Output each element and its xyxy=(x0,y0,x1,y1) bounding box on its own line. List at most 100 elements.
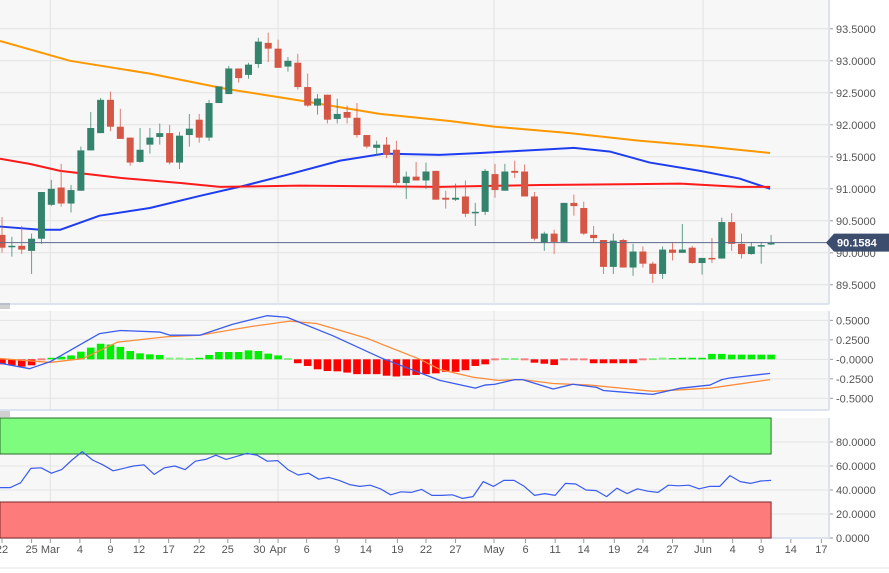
candle-body xyxy=(333,113,341,120)
candle-bullish xyxy=(747,241,755,255)
macd-histogram-bar-positive xyxy=(747,354,756,360)
x-tick-label: 4 xyxy=(730,544,736,556)
candle-bearish xyxy=(274,39,282,68)
y-tick-label: 0.2500 xyxy=(836,335,870,347)
candle-bullish xyxy=(698,257,706,275)
macd-histogram-bar-positive xyxy=(244,350,253,360)
macd-histogram-bar-positive xyxy=(116,346,125,360)
candle-body xyxy=(432,170,440,200)
candle-body xyxy=(698,257,706,264)
macd-histogram-bar-negative xyxy=(471,359,480,366)
candle-body xyxy=(314,98,322,106)
x-tick-label: 6 xyxy=(304,544,310,556)
macd-histogram-bar-positive xyxy=(668,358,677,360)
candle-bullish xyxy=(540,231,548,251)
candle-body xyxy=(294,62,302,88)
macd-histogram-bar-negative xyxy=(481,359,489,365)
macd-histogram-bar-positive xyxy=(708,353,716,360)
candle-body xyxy=(225,68,233,95)
candle-bearish xyxy=(195,113,203,143)
y-tick-label: 91.0000 xyxy=(836,184,876,196)
macd-histogram-bar-negative xyxy=(530,359,539,363)
candle-bullish xyxy=(156,123,164,145)
candle-body xyxy=(560,202,568,242)
macd-histogram-bar-negative xyxy=(313,359,322,370)
macd-histogram-bar-negative xyxy=(8,359,16,366)
candle-bullish xyxy=(205,99,213,141)
candle-body xyxy=(116,126,124,139)
candle-body xyxy=(481,170,489,212)
candle-bearish xyxy=(18,225,26,255)
y-tick-label: 92.5000 xyxy=(836,88,876,100)
candle-body xyxy=(215,86,223,104)
y-tick-label: 93.5000 xyxy=(836,24,876,36)
candle-bullish xyxy=(215,86,223,104)
macd-histogram-bar-positive xyxy=(175,357,184,360)
candle-body xyxy=(402,176,410,184)
candle-bullish xyxy=(767,234,775,246)
candle-body xyxy=(264,42,272,49)
macd-histogram-bar-positive xyxy=(67,355,75,360)
x-tick-label: 9 xyxy=(107,544,113,556)
macd-histogram-bar-positive xyxy=(658,357,667,360)
macd-histogram-bar-negative xyxy=(372,359,381,375)
macd-histogram-bar-negative xyxy=(0,359,6,365)
candle-body xyxy=(274,48,282,68)
macd-histogram-bar-positive xyxy=(501,357,509,360)
candle-body xyxy=(37,192,45,239)
y-tick-label: 92.0000 xyxy=(836,120,876,132)
y-tick-label: -0.2500 xyxy=(836,374,873,386)
macd-histogram-bar-negative xyxy=(619,359,627,364)
candle-bullish xyxy=(560,202,568,243)
x-tick-label: 14 xyxy=(578,544,590,556)
candle-bullish xyxy=(28,233,36,274)
candle-bearish xyxy=(294,53,302,90)
candle-body xyxy=(323,94,331,120)
candle-bullish xyxy=(67,184,75,213)
candle-bullish xyxy=(47,179,55,207)
candle-body xyxy=(87,128,95,151)
macd-panel: 0.5000 0.2500 -0.0000 -0.2500 -0.5000 xyxy=(0,311,873,411)
candle-bullish xyxy=(471,202,479,226)
macd-histogram-bar-positive xyxy=(155,354,164,360)
candle-bearish xyxy=(116,108,124,139)
candle-bullish xyxy=(718,217,726,259)
rsi-line xyxy=(0,451,772,499)
candle-body xyxy=(491,174,499,191)
last-price-tag xyxy=(826,233,889,252)
candle-bullish xyxy=(225,65,233,95)
candle-bearish xyxy=(688,245,696,264)
candle-bullish xyxy=(609,233,617,274)
y-tick-label: -0.0000 xyxy=(836,354,873,366)
y-tick-label: 0.5000 xyxy=(836,315,870,327)
candle-bullish xyxy=(481,168,489,216)
candle-body xyxy=(166,133,174,163)
candle-body xyxy=(146,137,154,145)
x-tick-label: 14 xyxy=(360,544,372,556)
panel-resize-handle-icon[interactable] xyxy=(0,303,10,309)
macd-histogram-bar-positive xyxy=(510,357,519,360)
candle-bullish xyxy=(245,62,252,79)
macd-histogram-bar-positive xyxy=(767,354,775,360)
candle-body xyxy=(304,87,312,106)
y-tick-label: 0.0000 xyxy=(836,533,870,545)
macd-histogram-bar-negative xyxy=(392,359,401,377)
macd-histogram-bar-negative xyxy=(570,358,578,361)
macd-histogram-bar-positive xyxy=(698,357,706,360)
x-tick-label: 19 xyxy=(608,544,620,556)
candle-body xyxy=(185,128,193,136)
macd-histogram-bar-positive xyxy=(96,343,105,360)
candle-bearish xyxy=(353,103,361,138)
macd-histogram-bar-negative xyxy=(37,358,46,361)
macd-histogram-bar-negative xyxy=(461,359,470,371)
y-tick-label: 40.0000 xyxy=(836,485,876,497)
macd-histogram-bar-positive xyxy=(126,350,134,360)
candle-bearish xyxy=(530,192,538,241)
panel-resize-handles[interactable] xyxy=(0,303,10,417)
candle-body xyxy=(738,243,745,255)
candle-body xyxy=(353,117,361,136)
panel-resize-handle-icon[interactable] xyxy=(0,411,10,417)
candle-bearish xyxy=(442,190,450,209)
candle-bearish xyxy=(599,240,607,274)
macd-histogram-bar-positive xyxy=(185,357,194,360)
